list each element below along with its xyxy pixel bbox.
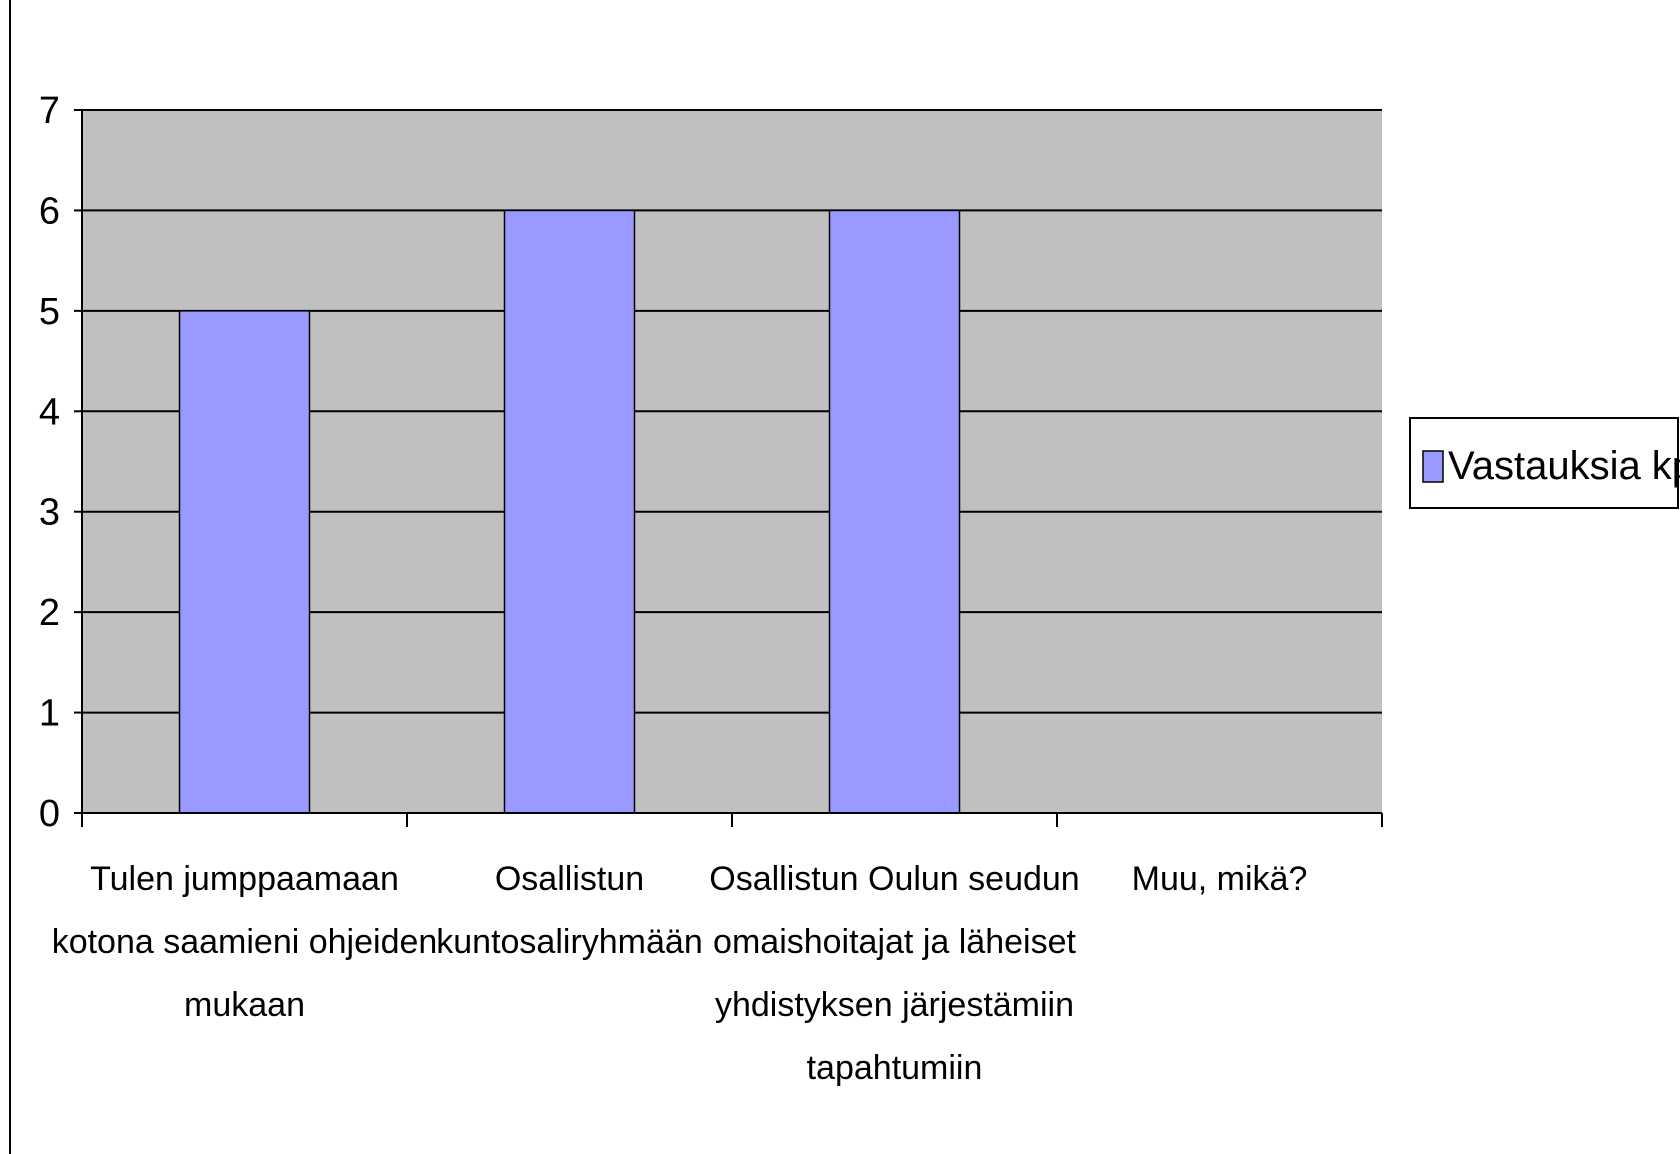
y-axis-ticks: 0 1 2 3 4 5 6 7 — [39, 90, 82, 835]
x-tick-label-line: tapahtumiin — [807, 1049, 983, 1087]
x-tick-label: Osallistun Oulun seudun omaishoitajat ja … — [709, 860, 1079, 1087]
x-tick-label-line: kuntosaliryhmään — [436, 923, 702, 961]
x-tick-label: Osallistun kuntosaliryhmään — [436, 860, 702, 961]
x-tick-label-line: Muu, mikä? — [1132, 860, 1308, 898]
y-tick-label: 3 — [39, 492, 60, 534]
x-tick-label: Muu, mikä? — [1132, 860, 1308, 898]
x-tick-label-line: kotona saamieni ohjeiden — [52, 923, 438, 961]
x-tick-label-line: Osallistun Oulun seudun — [709, 860, 1079, 898]
y-tick-label: 2 — [39, 592, 60, 634]
y-tick-label: 7 — [39, 90, 60, 132]
x-tick-label-line: Tulen jumppaamaan — [90, 860, 399, 898]
y-tick-label: 6 — [39, 190, 60, 232]
x-axis-labels: Tulen jumppaamaan kotona saamieni ohjeide… — [52, 860, 1308, 1087]
x-tick-label-line: omaishoitajat ja läheiset — [713, 923, 1076, 961]
x-tick-label-line: yhdistyksen järjestämiin — [715, 986, 1074, 1024]
x-tick-label-line: mukaan — [184, 986, 305, 1024]
y-tick-label: 1 — [39, 693, 60, 735]
bar — [180, 311, 310, 813]
y-tick-label: 5 — [39, 291, 60, 333]
y-tick-label: 4 — [39, 391, 60, 433]
y-tick-label: 0 — [39, 793, 60, 835]
bar — [830, 210, 960, 813]
bar — [505, 210, 635, 813]
x-tick-label: Tulen jumppaamaan kotona saamieni ohjeide… — [52, 860, 438, 1024]
legend-swatch — [1423, 451, 1443, 482]
legend: Vastauksia kpl — [1410, 418, 1680, 508]
x-tick-label-line: Osallistun — [495, 860, 644, 898]
legend-label: Vastauksia kpl — [1448, 444, 1680, 488]
